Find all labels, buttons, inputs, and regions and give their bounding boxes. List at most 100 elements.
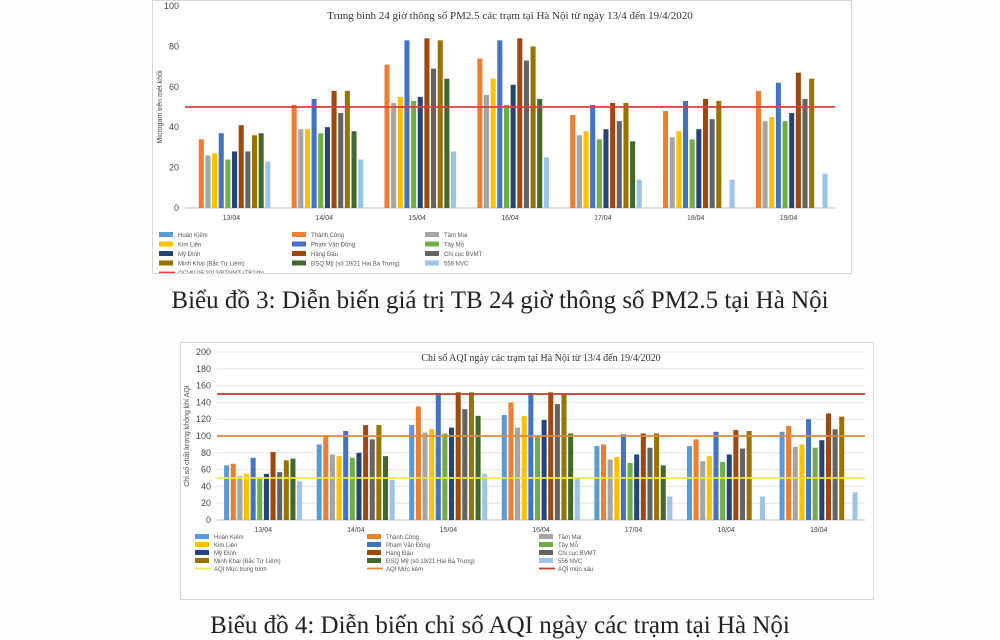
pm25-bar <box>689 139 695 208</box>
aqi-bar <box>243 473 250 520</box>
pm25-bar <box>232 151 238 208</box>
aqi-chart-title: Chỉ số AQI ngày các trạm tại Hà Nội từ 1… <box>421 353 660 364</box>
aqi-legend-label: AQI Mức trung bình <box>214 567 267 573</box>
pm25-chart-title: Trung bình 24 giờ thông số PM2.5 các trạ… <box>327 10 693 22</box>
aqi-bar <box>336 456 342 520</box>
pm25-bar <box>576 135 582 208</box>
pm25-legend-label: Kim Liên <box>178 243 201 249</box>
aqi-bar <box>759 496 765 520</box>
aqi-bar <box>429 429 435 520</box>
aqi-bar <box>819 440 825 520</box>
pm25-chart-caption: Biểu đồ 3: Diễn biến giá trị TB 24 giờ t… <box>171 287 829 314</box>
pm25-bar <box>702 98 709 208</box>
aqi-bar <box>601 444 607 520</box>
aqi-legend-swatch <box>195 542 209 547</box>
aqi-bar <box>832 429 838 520</box>
pm25-bar <box>755 90 761 208</box>
pm25-legend-label: 556 NVC <box>444 262 469 268</box>
aqi-legend-swatch <box>539 558 553 563</box>
pm25-y-tick-label: 60 <box>169 82 179 92</box>
aqi-bar <box>786 425 792 520</box>
pm25-bar <box>683 100 689 208</box>
aqi-bar <box>230 463 236 520</box>
aqi-legend-label: Hoàn Kiếm <box>214 535 244 541</box>
pm25-chart-panel: Trung bình 24 giờ thông số PM2.5 các trạ… <box>152 0 852 274</box>
aqi-bar <box>812 447 818 520</box>
pm25-bar <box>324 127 330 208</box>
pm25-legend-swatch <box>425 251 439 256</box>
pm25-bar <box>663 111 669 208</box>
aqi-bar <box>726 454 732 520</box>
pm25-legend-label: Mỹ Đình <box>178 252 200 258</box>
aqi-legend-label: Tây Mỗ <box>558 542 579 549</box>
pm25-legend-label: ĐSQ Mỹ (số 19/21 Hai Bà Trưng) <box>311 262 400 268</box>
pm25-legend-label: Hoàn Kiếm <box>178 233 208 239</box>
pm25-bar <box>570 115 576 208</box>
pm25-bar <box>789 113 795 208</box>
pm25-bar <box>610 102 616 208</box>
aqi-bar <box>574 478 580 520</box>
aqi-bar <box>283 460 289 520</box>
aqi-bar <box>290 458 296 520</box>
pm25-legend-swatch <box>159 241 173 247</box>
aqi-chart: Chỉ số AQI ngày các trạm tại Hà Nội từ 1… <box>182 347 865 573</box>
aqi-bar <box>634 454 640 520</box>
pm25-bar <box>397 96 403 208</box>
pm25-legend-label: Minh Khai (Bắc Từ Liêm) <box>178 261 245 268</box>
pm25-legend-label: Phạm Văn Đồng <box>311 243 355 249</box>
pm25-bar <box>218 133 224 208</box>
aqi-bar <box>449 427 455 520</box>
aqi-y-tick-label: 60 <box>201 465 211 475</box>
aqi-y-tick-label: 40 <box>201 481 211 491</box>
pm25-bar <box>676 131 682 208</box>
pm25-legend-label: Hàng Đậu <box>311 252 338 258</box>
aqi-legend-label: Phạm Văn Đồng <box>386 543 430 549</box>
aqi-bar <box>792 446 798 520</box>
aqi-bar <box>297 481 303 520</box>
pm25-bar <box>344 90 350 208</box>
pm25-bar <box>483 94 490 208</box>
aqi-y-tick-label: 80 <box>201 448 211 458</box>
pm25-bar <box>251 135 258 208</box>
aqi-bar <box>349 457 355 520</box>
aqi-y-tick-label: 200 <box>196 347 211 357</box>
pm25-legend-swatch <box>292 241 306 247</box>
aqi-bar <box>839 416 845 520</box>
aqi-bar <box>356 452 362 520</box>
aqi-bar <box>409 425 415 520</box>
pm25-legend-swatch <box>292 251 306 256</box>
aqi-x-tick-label: 15/04 <box>440 527 458 534</box>
aqi-bar <box>825 413 831 520</box>
aqi-legend-label: ĐSQ Mỹ (số 19/21 Hai Bà Trưng) <box>386 559 475 565</box>
aqi-x-tick-label: 13/04 <box>255 527 273 534</box>
aqi-bar <box>779 431 785 520</box>
pm25-y-axis-label: Microgam trên mét khối <box>155 70 164 144</box>
pm25-bar <box>795 72 801 208</box>
aqi-chart-panel: Chỉ số AQI ngày các trạm tại Hà Nội từ 1… <box>180 342 874 600</box>
aqi-bar <box>561 394 567 520</box>
pm25-bar <box>537 98 543 208</box>
pm25-bar <box>444 78 450 208</box>
pm25-bar <box>358 159 364 208</box>
pm25-legend-swatch <box>159 260 173 266</box>
pm25-legend-swatch <box>425 260 439 266</box>
aqi-bar <box>316 444 322 520</box>
pm25-x-tick-label: 13/04 <box>223 215 241 222</box>
aqi-legend-swatch <box>195 558 209 563</box>
aqi-y-tick-label: 100 <box>196 431 211 441</box>
pm25-legend-label: Tâm Mai <box>444 233 467 239</box>
aqi-y-tick-label: 160 <box>196 381 211 391</box>
pm25-legend-swatch <box>425 232 439 237</box>
aqi-bar <box>224 465 230 520</box>
pm25-x-tick-label: 16/04 <box>501 215 519 222</box>
pm25-bar <box>291 104 297 208</box>
pm25-bar <box>318 133 324 208</box>
pm25-bar <box>636 179 642 208</box>
pm25-y-tick-label: 20 <box>169 163 179 173</box>
pm25-bar <box>451 151 457 208</box>
aqi-legend-swatch <box>195 534 209 539</box>
aqi-bar <box>376 425 382 520</box>
pm25-legend-label: Thành Công <box>311 233 344 239</box>
pm25-bar <box>709 119 715 208</box>
pm25-bar <box>716 100 722 208</box>
